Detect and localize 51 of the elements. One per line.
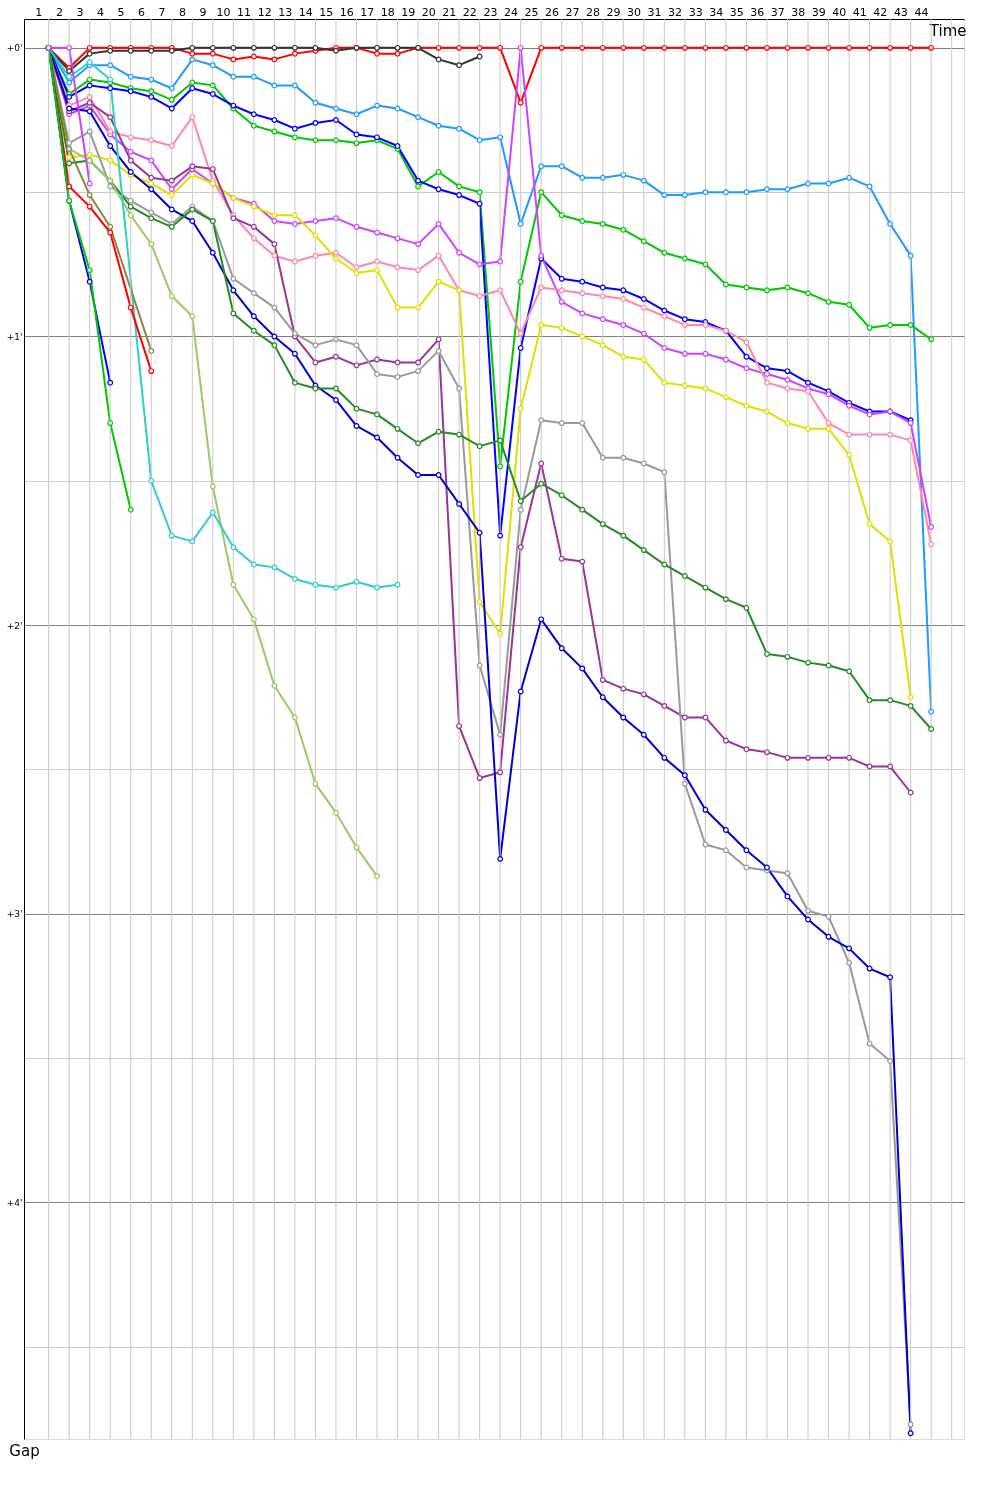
x-tick-label: 27: [565, 5, 580, 19]
x-tick-label: 3: [76, 5, 84, 19]
x-tick-label: 21: [442, 5, 457, 19]
x-tick-label: 37: [770, 5, 785, 19]
x-tick-label: 14: [298, 5, 313, 19]
x-tick-label: 12: [257, 5, 272, 19]
x-tick-label: 29: [606, 5, 621, 19]
x-tick-label: 4: [96, 5, 104, 19]
x-axis-title: Time: [928, 21, 967, 40]
x-tick-label: 33: [688, 5, 703, 19]
x-tick-label: 19: [401, 5, 416, 19]
x-tick-label: 22: [462, 5, 477, 19]
x-tick-label: 40: [832, 5, 847, 19]
x-tick-label: 15: [319, 5, 334, 19]
x-tick-label: 23: [483, 5, 498, 19]
x-tick-label: 13: [278, 5, 293, 19]
x-tick-label: 24: [503, 5, 518, 19]
x-tick-label: 6: [137, 5, 145, 19]
x-tick-label: 39: [811, 5, 826, 19]
x-tick-label: 20: [421, 5, 436, 19]
x-tick-label: 38: [791, 5, 806, 19]
x-tick-label: 28: [586, 5, 601, 19]
x-tick-label: 34: [709, 5, 724, 19]
x-tick-label: 9: [199, 5, 207, 19]
x-tick-label: 42: [873, 5, 888, 19]
x-tick-label: 5: [117, 5, 125, 19]
x-tick-label: 7: [158, 5, 166, 19]
x-tick-label: 30: [627, 5, 642, 19]
x-tick-label: 32: [668, 5, 683, 19]
x-tick-label: 2: [55, 5, 63, 19]
y-tick-label: +2': [6, 620, 23, 631]
x-tick-label: 10: [216, 5, 231, 19]
y-tick-label: +4': [6, 1197, 23, 1208]
x-tick-label: 18: [380, 5, 395, 19]
y-axis-title: Gap: [9, 1441, 40, 1460]
x-tick-label: 17: [360, 5, 375, 19]
x-tick-label: 36: [750, 5, 765, 19]
x-tick-label: 25: [524, 5, 539, 19]
x-tick-label: 26: [544, 5, 559, 19]
x-tick-label: 16: [339, 5, 354, 19]
y-tick-label: +3': [6, 909, 23, 920]
x-tick-label: 35: [729, 5, 744, 19]
x-tick-label: 41: [852, 5, 867, 19]
x-tick-label: 11: [237, 5, 252, 19]
y-tick-label: +1': [6, 331, 23, 342]
x-tick-label: 1: [35, 5, 43, 19]
x-tick-label: 44: [914, 5, 929, 19]
x-tick-label: 43: [893, 5, 908, 19]
y-tick-label: +0': [6, 43, 23, 54]
x-tick-label: 8: [179, 5, 187, 19]
x-tick-label: 31: [647, 5, 662, 19]
